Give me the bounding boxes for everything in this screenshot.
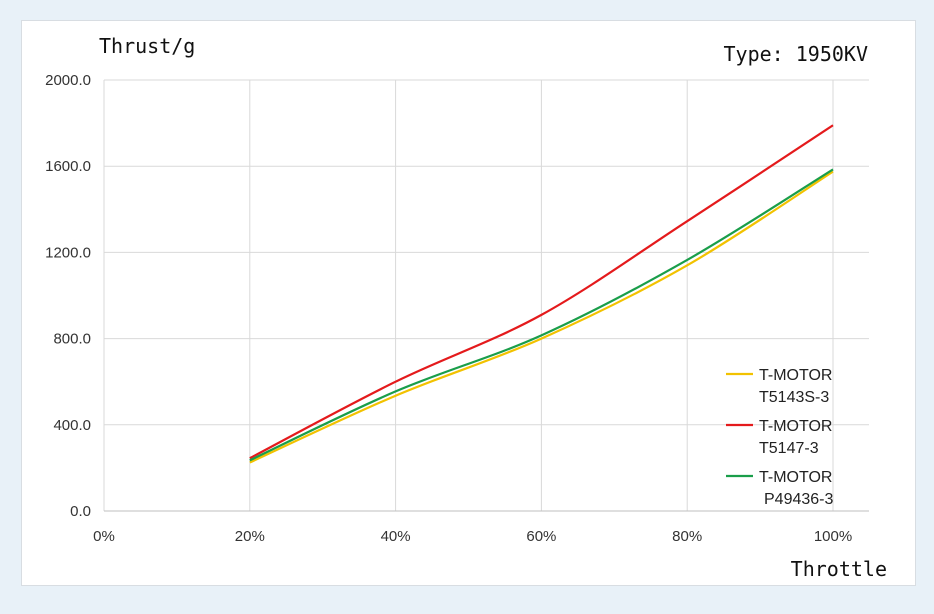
y-axis-label: Thrust/g [99,34,195,58]
series-line-t5147-3 [249,124,834,460]
legend: T-MOTOR T5143S-3 T-MOTOR T5147-3 T-MOTOR P494… [726,367,833,508]
legend-label: T-MOTOR [759,418,832,435]
y-tick-label: 0.0 [70,503,91,520]
series-line-p49436-3 [249,168,834,462]
x-tick-label: 0% [93,528,115,545]
x-tick-label: 40% [381,528,411,545]
x-tick-label: 100% [814,528,852,545]
y-tick-label: 2000.0 [45,72,91,89]
y-tick-labels: 0.0 400.0 800.0 1200.0 1600.0 2000.0 [45,72,91,520]
y-tick-label: 800.0 [53,331,91,348]
legend-label: T-MOTOR [759,469,832,486]
y-tick-label: 1200.0 [45,244,91,261]
series-lines [249,124,834,464]
legend-label: P49436-3 [764,491,833,508]
x-tick-labels: 0% 20% 40% 60% 80% 100% [93,528,852,545]
chart-card [21,20,916,586]
grid-lines [103,79,869,511]
x-tick-label: 80% [672,528,702,545]
legend-label: T5143S-3 [759,389,829,406]
x-axis-label: Throttle [791,557,887,581]
type-annotation: Type: 1950KV [724,42,869,66]
y-tick-label: 1600.0 [45,158,91,175]
x-tick-label: 60% [526,528,556,545]
legend-label: T-MOTOR [759,367,832,384]
legend-label: T5147-3 [759,440,819,457]
y-tick-label: 400.0 [53,417,91,434]
series-line-t5143s-3 [249,170,834,464]
x-tick-label: 20% [235,528,265,545]
